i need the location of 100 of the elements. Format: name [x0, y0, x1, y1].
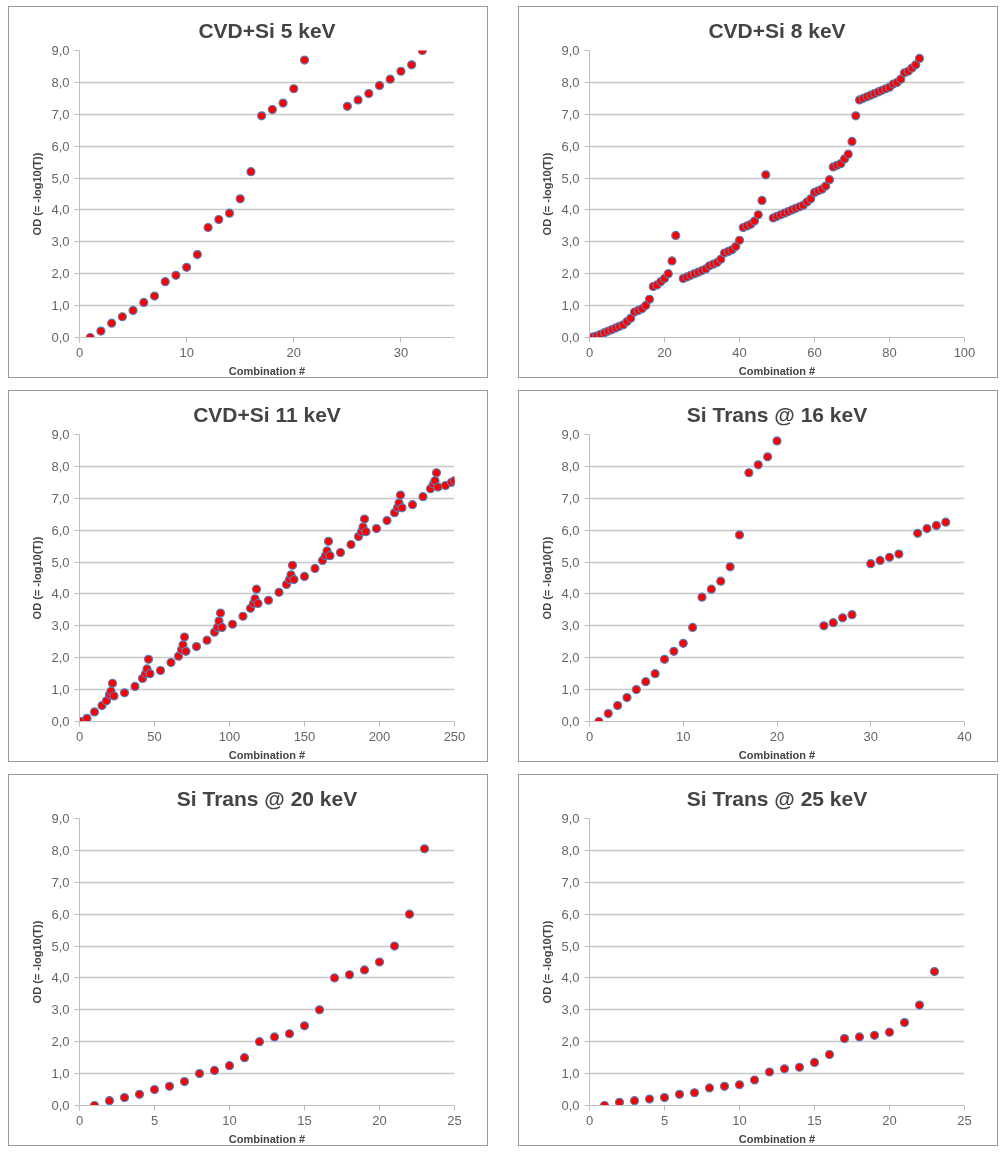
x-tick-label: 20 [882, 1112, 897, 1128]
y-tick-label: 3,0 [51, 1002, 70, 1018]
point [819, 621, 829, 631]
point [629, 1096, 640, 1106]
point [704, 1083, 715, 1093]
x-tick-label: 5 [660, 1112, 669, 1128]
point [179, 1076, 190, 1087]
point [396, 66, 406, 76]
chart-title: Si Trans @ 16 keV [686, 402, 868, 426]
point [299, 55, 310, 65]
point [364, 88, 374, 99]
point [139, 297, 149, 308]
point [374, 957, 385, 967]
point [107, 318, 117, 328]
x-tick-label: 0 [75, 344, 84, 360]
point [772, 436, 782, 446]
point [267, 104, 277, 115]
point [884, 1027, 895, 1037]
x-tick-label: 30 [393, 344, 409, 360]
y-tick-label: 6,0 [51, 906, 70, 922]
x-tick-label: 20 [657, 344, 672, 360]
y-tick-label: 2,0 [51, 266, 70, 282]
y-tick-label: 0,0 [51, 714, 70, 729]
y-tick-label: 3,0 [51, 618, 70, 634]
y-tick-label: 4,0 [561, 586, 580, 602]
chart-title: Si Trans @ 20 keV [176, 786, 358, 810]
chart-title: CVD+Si 11 keV [193, 402, 341, 426]
point [753, 460, 763, 470]
x-tick-label: 40 [957, 728, 972, 744]
point [299, 1021, 310, 1031]
y-tick-label: 7,0 [51, 874, 70, 890]
y-tick-label: 8,0 [561, 74, 580, 90]
y-tick-label: 1,0 [51, 1066, 70, 1082]
point [644, 1094, 655, 1104]
y-tick-label: 7,0 [561, 874, 580, 890]
point [749, 1075, 760, 1085]
y-axis-title: OD (= -log10(T)) [31, 536, 44, 620]
y-tick-label: 2,0 [561, 1034, 580, 1050]
point [828, 618, 838, 628]
point [404, 909, 415, 919]
point [119, 1092, 130, 1103]
chart-title: Si Trans @ 25 keV [686, 786, 868, 810]
x-tick-label: 10 [732, 1112, 747, 1128]
point [149, 291, 160, 301]
y-tick-label: 5,0 [51, 938, 70, 954]
point [931, 520, 941, 530]
x-axis-title: Combination # [738, 1132, 816, 1145]
point [869, 1030, 880, 1040]
point [613, 700, 623, 711]
point [603, 708, 613, 719]
y-tick-label: 0,0 [561, 1098, 580, 1113]
point [160, 277, 170, 287]
point [929, 966, 940, 977]
x-axis-title: Combination # [228, 748, 306, 761]
y-axis-title: OD (= -log10(T)) [541, 920, 554, 1004]
y-tick-label: 1,0 [561, 298, 580, 314]
y-tick-label: 5,0 [561, 554, 580, 570]
y-tick-label: 9,0 [561, 811, 580, 826]
point [385, 74, 395, 84]
point [239, 1053, 250, 1063]
x-tick-label: 10 [179, 344, 194, 360]
y-tick-label: 8,0 [561, 842, 580, 858]
y-tick-label: 0,0 [51, 330, 70, 345]
point [839, 1033, 850, 1044]
y-tick-label: 2,0 [51, 650, 70, 666]
x-axis-title: Combination # [738, 748, 816, 761]
x-tick-label: 100 [218, 728, 241, 744]
point [734, 1080, 745, 1090]
x-tick-label: 0 [585, 344, 594, 360]
y-tick-label: 4,0 [51, 970, 70, 986]
point [344, 970, 355, 980]
y-tick-label: 3,0 [561, 618, 580, 634]
y-tick-label: 1,0 [561, 682, 580, 698]
y-tick-label: 9,0 [51, 427, 70, 442]
point [257, 111, 267, 121]
point [716, 576, 726, 586]
point [104, 1096, 115, 1106]
x-tick-label: 20 [372, 1112, 387, 1128]
x-tick-label: 0 [585, 1112, 594, 1128]
point [134, 1089, 145, 1099]
x-tick-label: 40 [732, 344, 747, 360]
y-tick-label: 1,0 [561, 1066, 580, 1082]
point [725, 562, 735, 572]
y-tick-label: 8,0 [51, 74, 70, 90]
point [128, 305, 138, 315]
point [914, 1000, 925, 1010]
point [854, 1032, 865, 1042]
point [224, 208, 235, 218]
point [269, 1032, 280, 1042]
point [224, 1061, 235, 1071]
x-tick-label: 250 [443, 728, 466, 744]
point [182, 262, 192, 272]
x-tick-label: 80 [882, 344, 897, 360]
x-tick-label: 0 [75, 1112, 84, 1128]
point [847, 610, 857, 620]
x-tick-label: 25 [957, 1112, 972, 1128]
x-tick-label: 15 [297, 1112, 312, 1128]
y-tick-label: 7,0 [561, 490, 580, 506]
point [314, 1005, 325, 1015]
point [342, 101, 352, 111]
